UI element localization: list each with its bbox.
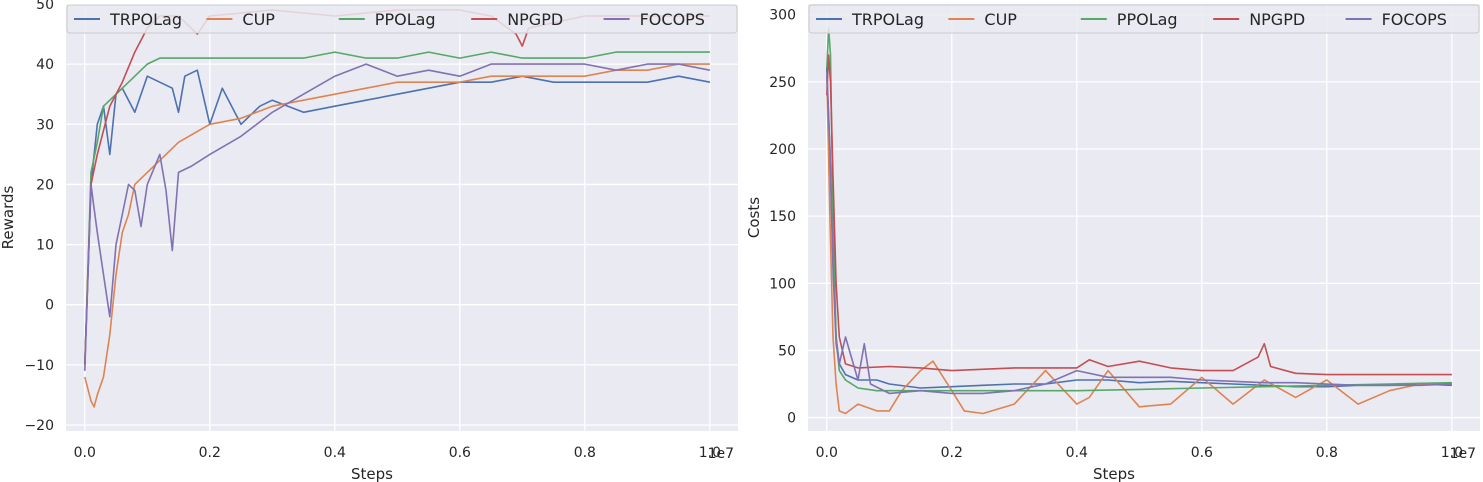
x-tick-label: 0.6: [1191, 445, 1213, 461]
y-tick-label: 300: [769, 8, 796, 24]
y-axis-label: Costs: [745, 197, 763, 238]
legend: TRPOLag CUP PPOLag NPGPD FOCOPS: [808, 4, 1480, 34]
x-tick-label: 0.4: [1066, 445, 1088, 461]
y-tick-label: 150: [769, 209, 796, 225]
y-tick-label: 30: [36, 117, 54, 133]
legend-box: [66, 4, 738, 34]
y-tick-label: 20: [36, 177, 54, 193]
plot-area: [66, 4, 738, 431]
legend-label-focops: FOCOPS: [640, 10, 705, 29]
legend-label-ppolag: PPOLag: [1117, 10, 1178, 29]
plot-area: [808, 4, 1480, 431]
y-tick-label: 10: [36, 238, 54, 254]
legend-label-npgpd: NPGPD: [507, 10, 563, 29]
x-tick-label: 0.6: [449, 445, 471, 461]
chart-panel-2: 0.0 0.2 0.4 0.6 0.8 1.0 0 50 100 150 200 250 300 Step…: [745, 4, 1480, 482]
series-line-npgpd: [826, 54, 1452, 376]
legend-label-focops: FOCOPS: [1382, 10, 1447, 29]
legend-label-cup: CUP: [984, 10, 1017, 29]
y-tick-label: 200: [769, 142, 796, 158]
series-line-ppolag: [826, 27, 1452, 392]
x-tick-label: 0.8: [574, 445, 596, 461]
x-tick-label: 0.2: [941, 445, 963, 461]
series-line-focops: [826, 75, 1452, 395]
legend-label-trpolag: TRPOLag: [109, 10, 182, 29]
x-axis-label: Steps: [351, 465, 393, 482]
series-line-cup: [826, 75, 1452, 415]
x-offset-label: 1e7: [708, 446, 734, 462]
legend-box: [808, 4, 1480, 34]
legend: TRPOLag CUP PPOLag NPGPD FOCOPS: [66, 4, 738, 34]
x-tick-label: 1.0: [1441, 445, 1463, 461]
legend-label-ppolag: PPOLag: [375, 10, 436, 29]
x-tick-label: 0.0: [816, 445, 838, 461]
x-tick-label: 0.0: [74, 445, 96, 461]
y-tick-label: 0: [787, 411, 796, 427]
y-tick-label: −10: [24, 358, 54, 374]
x-tick-label: 0.8: [1316, 445, 1338, 461]
y-tick-label: −20: [24, 418, 54, 434]
y-tick-label: 50: [778, 343, 796, 359]
series-group: [84, 9, 711, 408]
x-tick-label: 0.2: [199, 445, 221, 461]
legend-label-npgpd: NPGPD: [1249, 10, 1305, 29]
legend-label-cup: CUP: [242, 10, 275, 29]
chart-panel-1: 0.0 0.2 0.4 0.6 0.8 1.0 −20 −10 0 10 20 30 40 50 Steps…: [0, 0, 738, 482]
series-line-focops: [84, 63, 711, 371]
y-tick-label: 0: [45, 298, 54, 314]
y-tick-label: 40: [36, 57, 54, 73]
x-axis-label: Steps: [1093, 465, 1135, 482]
series-group: [826, 27, 1452, 415]
y-tick-label: 250: [769, 75, 796, 91]
y-tick-label: 50: [36, 0, 54, 13]
legend-label-trpolag: TRPOLag: [851, 10, 924, 29]
x-offset-label: 1e7: [1450, 446, 1476, 462]
series-line-cup: [84, 63, 710, 408]
y-tick-label: 100: [769, 276, 796, 292]
y-axis-label: Rewards: [0, 185, 17, 249]
x-tick-label: 1.0: [699, 445, 721, 461]
series-line-ppolag: [84, 51, 710, 365]
x-tick-label: 0.4: [324, 445, 346, 461]
